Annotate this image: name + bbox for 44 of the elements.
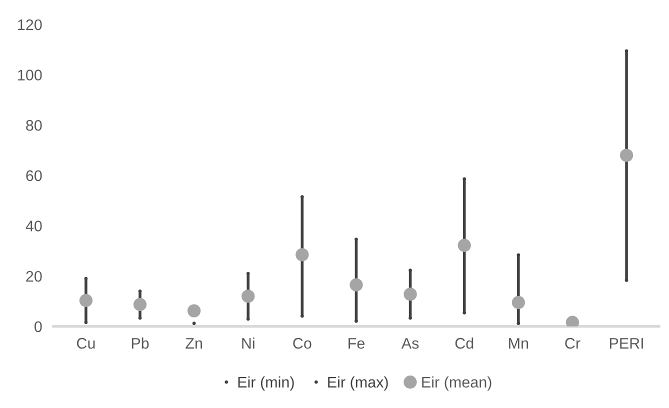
x-tick-label: Zn bbox=[186, 338, 202, 349]
y-tick-label: 20 bbox=[26, 270, 42, 282]
y-tick-label: 60 bbox=[26, 170, 42, 182]
point bbox=[192, 322, 196, 326]
legend-label: Eir (mean) bbox=[422, 376, 492, 391]
point bbox=[462, 177, 466, 181]
y-tick-label: 0 bbox=[34, 321, 42, 332]
point bbox=[512, 296, 526, 310]
point bbox=[408, 268, 412, 272]
x-tick-label: Pb bbox=[132, 338, 149, 349]
x-tick-label: PERI bbox=[610, 338, 643, 349]
point bbox=[246, 272, 250, 276]
x-tick-label: Cr bbox=[565, 338, 580, 349]
y-tick-label: 120 bbox=[18, 19, 42, 30]
legend-label: Eir (max) bbox=[328, 376, 388, 391]
point bbox=[462, 311, 466, 315]
y-tick-label: 40 bbox=[26, 220, 42, 232]
point bbox=[187, 304, 201, 318]
point bbox=[516, 253, 520, 257]
y-tick-label: 80 bbox=[26, 120, 42, 131]
point bbox=[296, 248, 309, 262]
point bbox=[458, 238, 471, 252]
point bbox=[138, 289, 142, 293]
point bbox=[620, 148, 634, 162]
point bbox=[350, 278, 363, 292]
legend-label: Eir (min) bbox=[238, 376, 294, 391]
x-tick-label: Ni bbox=[242, 338, 254, 349]
x-tick-label: Co bbox=[293, 338, 312, 349]
point bbox=[624, 278, 628, 282]
x-tick-label: Cd bbox=[455, 338, 474, 349]
point bbox=[404, 288, 417, 301]
x-tick-label: As bbox=[401, 338, 419, 349]
y-tick-label: 100 bbox=[18, 70, 42, 80]
point bbox=[133, 298, 147, 312]
point bbox=[79, 294, 93, 308]
point bbox=[516, 322, 520, 326]
point bbox=[84, 320, 88, 324]
x-tick-label: Mn bbox=[509, 338, 528, 349]
point bbox=[84, 276, 88, 280]
point bbox=[246, 317, 250, 321]
point bbox=[624, 49, 628, 53]
x-tick-label: Cu bbox=[76, 338, 95, 349]
x-tick-label: Fe bbox=[348, 338, 364, 349]
point bbox=[242, 290, 255, 303]
